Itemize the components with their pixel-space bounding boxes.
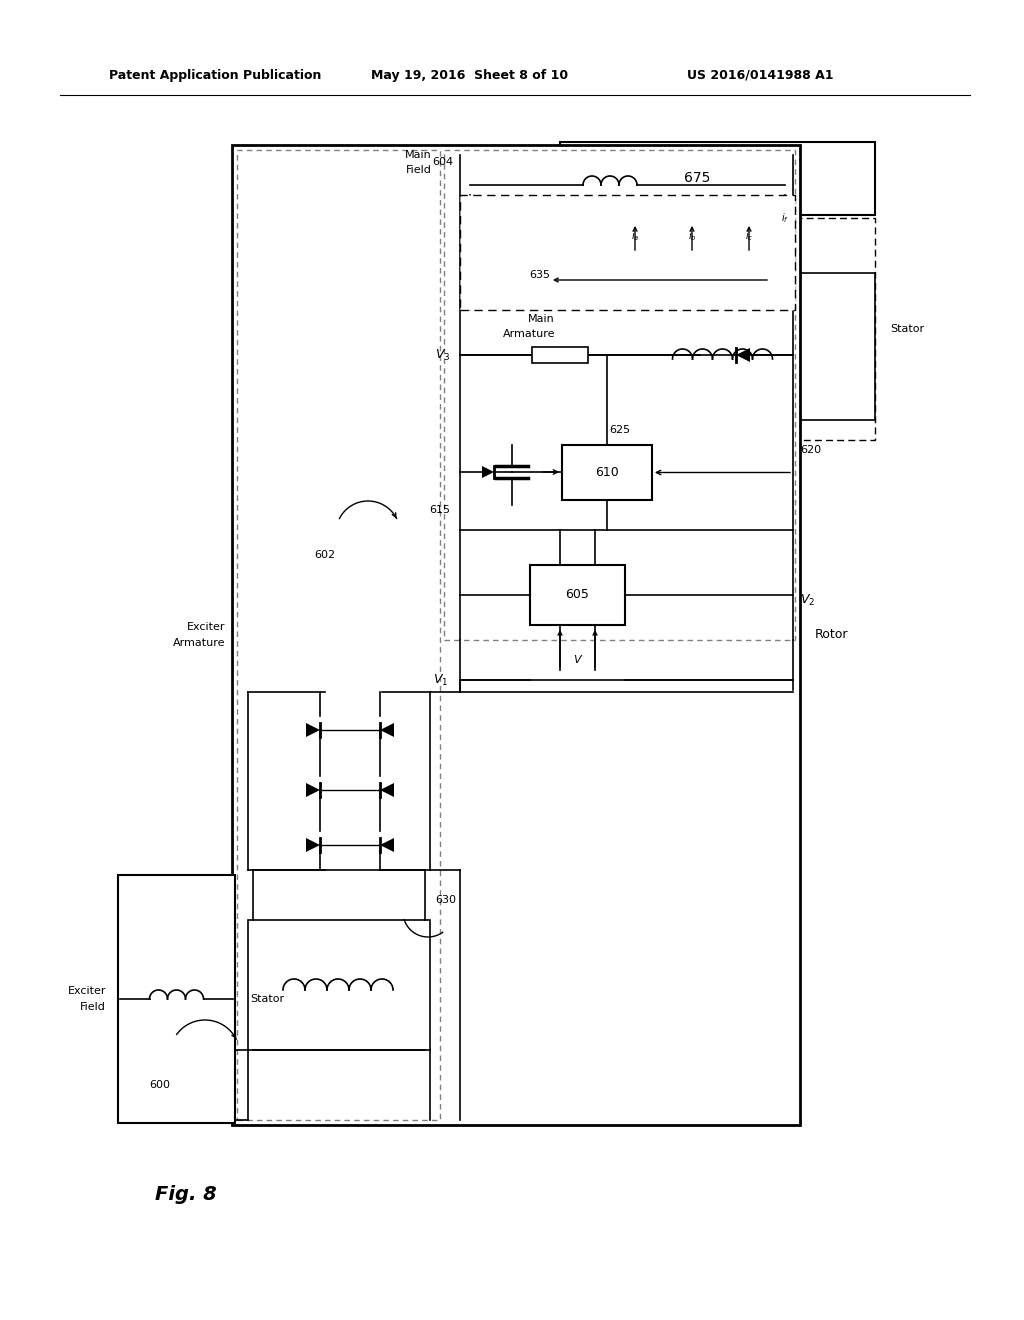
Text: 604: 604 xyxy=(432,157,453,168)
Text: $i_a$: $i_a$ xyxy=(631,230,639,243)
Bar xyxy=(118,875,234,1123)
Polygon shape xyxy=(306,783,319,797)
Text: $i_f$: $i_f$ xyxy=(781,211,788,224)
Bar xyxy=(562,445,652,500)
Text: Main: Main xyxy=(528,314,555,323)
Text: $V_1$: $V_1$ xyxy=(433,672,449,688)
Bar xyxy=(232,145,800,1125)
Text: 610: 610 xyxy=(595,466,618,479)
Polygon shape xyxy=(736,348,750,362)
Text: 625: 625 xyxy=(609,425,631,436)
Bar xyxy=(560,143,874,215)
Bar xyxy=(532,347,588,363)
Text: Exciter: Exciter xyxy=(68,986,106,997)
Text: $i_c$: $i_c$ xyxy=(744,230,754,243)
Bar xyxy=(570,218,874,440)
Polygon shape xyxy=(380,838,394,851)
Text: $i_b$: $i_b$ xyxy=(688,230,696,243)
Text: Fig. 8: Fig. 8 xyxy=(155,1185,217,1204)
Text: 602: 602 xyxy=(314,550,335,560)
Text: Rotor: Rotor xyxy=(815,628,849,642)
Bar xyxy=(237,150,440,1119)
Text: Patent Application Publication: Patent Application Publication xyxy=(109,69,322,82)
Text: 620: 620 xyxy=(800,445,821,455)
Text: $V_3$: $V_3$ xyxy=(434,347,450,363)
Text: 630: 630 xyxy=(435,895,456,906)
Text: $V_2$: $V_2$ xyxy=(800,593,815,607)
Polygon shape xyxy=(306,723,319,737)
Text: Stator: Stator xyxy=(890,323,924,334)
Bar xyxy=(248,920,430,1049)
Text: 600: 600 xyxy=(150,1080,170,1090)
Text: 635: 635 xyxy=(529,271,551,280)
Text: Armature: Armature xyxy=(503,329,555,339)
Text: 615: 615 xyxy=(429,506,450,515)
Text: V: V xyxy=(573,655,581,665)
Text: Stator: Stator xyxy=(250,994,284,1005)
Text: Field: Field xyxy=(80,1002,106,1012)
Text: Main: Main xyxy=(406,150,432,160)
Bar xyxy=(460,195,795,310)
Text: Exciter: Exciter xyxy=(186,622,225,632)
Text: Armature: Armature xyxy=(172,638,225,648)
Polygon shape xyxy=(306,838,319,851)
Text: Field: Field xyxy=(407,165,432,176)
Polygon shape xyxy=(380,723,394,737)
Text: May 19, 2016  Sheet 8 of 10: May 19, 2016 Sheet 8 of 10 xyxy=(372,69,568,82)
Text: 675: 675 xyxy=(684,172,711,186)
Bar xyxy=(444,150,795,640)
Text: 605: 605 xyxy=(565,589,590,602)
Polygon shape xyxy=(380,783,394,797)
Polygon shape xyxy=(482,466,494,478)
Bar xyxy=(530,565,625,624)
Text: US 2016/0141988 A1: US 2016/0141988 A1 xyxy=(687,69,834,82)
